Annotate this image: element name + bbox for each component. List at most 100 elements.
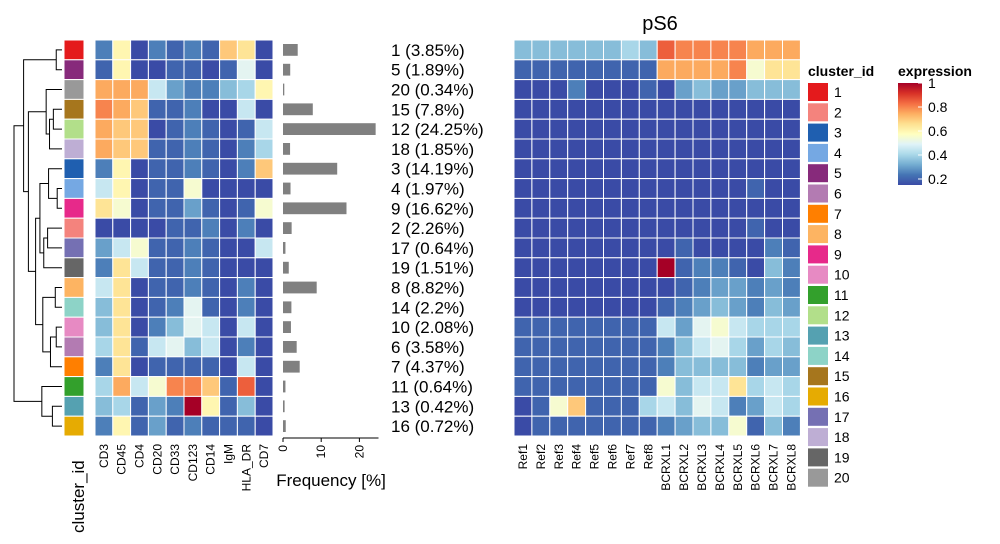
state-cell [567, 336, 587, 358]
marker-cell [183, 296, 203, 318]
state-cell [549, 197, 569, 219]
row-label: 5 (1.89%) [391, 61, 465, 80]
marker-cell [201, 197, 221, 219]
marker-cell [130, 376, 149, 397]
state-cell [513, 79, 533, 100]
frequency-bar [283, 143, 291, 155]
state-cell [782, 356, 801, 378]
cluster-legend-label: 4 [834, 145, 842, 161]
state-cell [585, 296, 604, 318]
state-cell [531, 138, 551, 160]
marker-cell [147, 257, 167, 279]
state-cell [656, 356, 676, 378]
cluster-legend-label: 9 [834, 246, 842, 262]
marker-cell [236, 277, 256, 298]
marker-column-label: CD20 [150, 444, 164, 475]
state-cell [513, 98, 533, 120]
dendrogram-branch [55, 326, 62, 348]
state-cell [746, 158, 766, 180]
state-cell [692, 277, 712, 298]
marker-cell [94, 356, 114, 378]
state-cell [585, 376, 604, 397]
state-cell [746, 356, 766, 378]
marker-cell [183, 376, 203, 397]
state-cell [620, 138, 640, 160]
cluster-legend-label: 10 [834, 267, 850, 283]
state-cell [656, 237, 676, 259]
marker-cell [112, 415, 132, 437]
marker-cell [236, 98, 256, 120]
state-cell [728, 178, 748, 199]
marker-cell [112, 376, 132, 397]
frequency-bar [283, 202, 347, 215]
state-cell [728, 98, 748, 120]
marker-cell [254, 336, 274, 358]
state-cell [764, 296, 783, 318]
frequency-bar [283, 420, 286, 432]
state-cell [656, 59, 676, 81]
cluster-legend-label: 11 [834, 287, 849, 303]
state-cell [674, 277, 694, 298]
state-cell [513, 257, 533, 279]
row-label: 1 (3.85%) [391, 41, 465, 60]
dendrogram-branch [56, 188, 62, 209]
state-cell [764, 39, 783, 61]
marker-cell [183, 138, 203, 160]
state-cell [549, 376, 569, 397]
state-cell [567, 39, 587, 61]
state-cell [567, 356, 587, 378]
state-cell [656, 197, 676, 219]
state-cell [531, 59, 551, 81]
marker-cell [201, 376, 221, 397]
marker-cell [201, 39, 221, 61]
state-cell [728, 356, 748, 378]
state-cell [620, 217, 640, 239]
marker-cell [201, 257, 221, 279]
marker-cell [147, 415, 167, 437]
state-cell [782, 376, 801, 397]
marker-cell [254, 395, 274, 417]
marker-cell [130, 336, 149, 358]
state-cell [710, 217, 730, 239]
marker-cell [94, 118, 114, 140]
state-cell [585, 59, 604, 81]
cluster-legend-label: 18 [834, 429, 850, 445]
state-cell [710, 118, 730, 140]
state-cell [638, 336, 658, 358]
dendrogram-branch [49, 118, 62, 150]
state-cell [531, 316, 551, 338]
state-cell [782, 277, 801, 298]
cluster-legend-swatch-10 [808, 265, 828, 284]
marker-cell [201, 138, 221, 160]
state-cell [567, 376, 587, 397]
state-cell [782, 39, 801, 61]
state-cell [656, 395, 676, 417]
marker-column-labels: CD3 CD45 CD4 CD20 CD33 CD123 CD14 IgM HLA_DR CD7 [97, 444, 271, 492]
state-cell [728, 376, 748, 397]
state-cell [603, 59, 622, 81]
state-cell [620, 158, 640, 180]
state-cell [710, 197, 730, 219]
marker-cell [201, 237, 221, 259]
state-cell [728, 118, 748, 140]
state-cell [585, 316, 604, 338]
cluster-legend-title: cluster_id [808, 63, 874, 79]
state-cell [656, 217, 676, 239]
state-cell [746, 237, 766, 259]
state-cell [674, 356, 694, 378]
state-cell [674, 98, 694, 120]
marker-cell [130, 257, 149, 279]
state-cell [638, 395, 658, 417]
state-cell [710, 79, 730, 100]
state-cell [746, 316, 766, 338]
marker-cell [219, 158, 238, 180]
frequency-tick-label: 0 [276, 445, 290, 452]
marker-column-label: HLA_DR [239, 444, 253, 492]
state-cell [585, 356, 604, 378]
cluster-annotation-cell-8 [63, 277, 85, 298]
marker-cell [130, 395, 149, 417]
state-cell [764, 257, 783, 279]
marker-cell [130, 237, 149, 259]
state-cell [746, 118, 766, 140]
marker-cell [130, 178, 149, 199]
